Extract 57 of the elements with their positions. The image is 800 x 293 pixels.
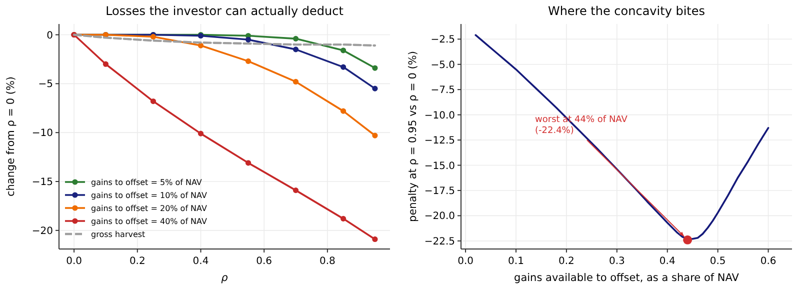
point xyxy=(198,42,204,48)
legend-label: gains to offset = 20% of NAV xyxy=(91,204,208,213)
x-tick-label: 0.2 xyxy=(129,256,146,267)
x-tick-label: 0.6 xyxy=(256,256,272,267)
y-tick-label: −10.0 xyxy=(424,110,455,122)
point xyxy=(340,108,346,114)
x-tick-label: 0.4 xyxy=(192,256,209,267)
x-tick-label: 0.0 xyxy=(458,256,474,267)
y-axis-title: penalty at ρ = 0.95 vs ρ = 0 (%) xyxy=(407,51,419,222)
x-tick-label: 0.6 xyxy=(760,256,776,267)
y-tick-label: −15 xyxy=(32,177,53,188)
y-tick-label: 0 xyxy=(46,30,53,42)
point xyxy=(292,36,299,42)
y-tick-label: −15.0 xyxy=(424,160,455,172)
chart-title: Losses the investor can actually deduct xyxy=(106,4,344,18)
legend-label: gains to offset = 10% of NAV xyxy=(91,191,208,200)
point xyxy=(150,98,156,104)
x-tick-label: 0.4 xyxy=(659,256,676,267)
point xyxy=(372,65,378,71)
x-tick-label: 0.2 xyxy=(558,256,574,267)
y-tick-label: −10 xyxy=(32,128,53,140)
y-tick-label: −5.0 xyxy=(430,60,455,71)
y-tick-label: −5 xyxy=(38,79,53,90)
point xyxy=(292,188,299,194)
point xyxy=(245,58,252,64)
x-tick-label: 0.3 xyxy=(608,256,625,267)
y-tick-label: −2.5 xyxy=(430,34,455,46)
y-tick-label: −12.5 xyxy=(424,136,455,147)
x-tick-label: 0.1 xyxy=(508,256,524,267)
y-tick-label: −7.5 xyxy=(430,85,455,96)
y-tick-label: −22.5 xyxy=(424,236,455,248)
point xyxy=(292,78,299,85)
x-axis-title: ρ xyxy=(221,272,228,284)
legend-label: gross harvest xyxy=(91,230,146,239)
y-tick-label: −17.5 xyxy=(424,186,455,197)
point xyxy=(372,236,378,242)
y-tick-label: −20 xyxy=(32,226,53,237)
chart-title: Where the concavity bites xyxy=(548,4,706,18)
point xyxy=(102,61,109,67)
y-axis-title: change from ρ = 0 (%) xyxy=(5,76,17,197)
point xyxy=(245,160,252,166)
x-tick-label: 0.5 xyxy=(710,256,726,267)
y-tick-label: −20.0 xyxy=(424,211,455,222)
point xyxy=(372,132,378,138)
x-tick-label: 0.0 xyxy=(66,256,82,267)
point xyxy=(245,36,252,42)
line-series xyxy=(72,34,376,47)
point xyxy=(340,48,346,54)
point xyxy=(292,46,299,52)
point xyxy=(372,86,378,92)
x-tick-label: 0.8 xyxy=(319,256,336,267)
legend-label: gains to offset = 5% of NAV xyxy=(91,178,202,187)
x-axis-title: gains available to offset, as a share of NAV xyxy=(514,272,740,284)
point xyxy=(198,130,204,136)
point xyxy=(340,216,346,222)
legend-label: gains to offset = 40% of NAV xyxy=(91,217,208,226)
point xyxy=(340,64,346,70)
